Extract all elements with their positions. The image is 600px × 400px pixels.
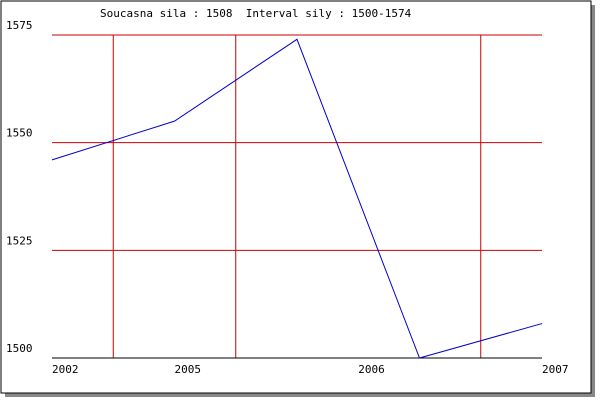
y-tick-label: 1550 (6, 127, 33, 140)
line (51, 38, 543, 359)
frame (0, 0, 592, 394)
x-tick-label: 2005 (175, 363, 202, 376)
x-tick-label: 2007 (542, 363, 569, 376)
chart-title: Soucasna sila : 1508 Interval sily : 150… (100, 7, 412, 20)
y-tick-label: 1525 (6, 234, 33, 247)
y-tick-label: 1575 (6, 19, 33, 32)
x-tick-label: 2006 (358, 363, 385, 376)
y-tick-label: 1500 (6, 342, 33, 355)
x-tick-label: 2002 (52, 363, 79, 376)
